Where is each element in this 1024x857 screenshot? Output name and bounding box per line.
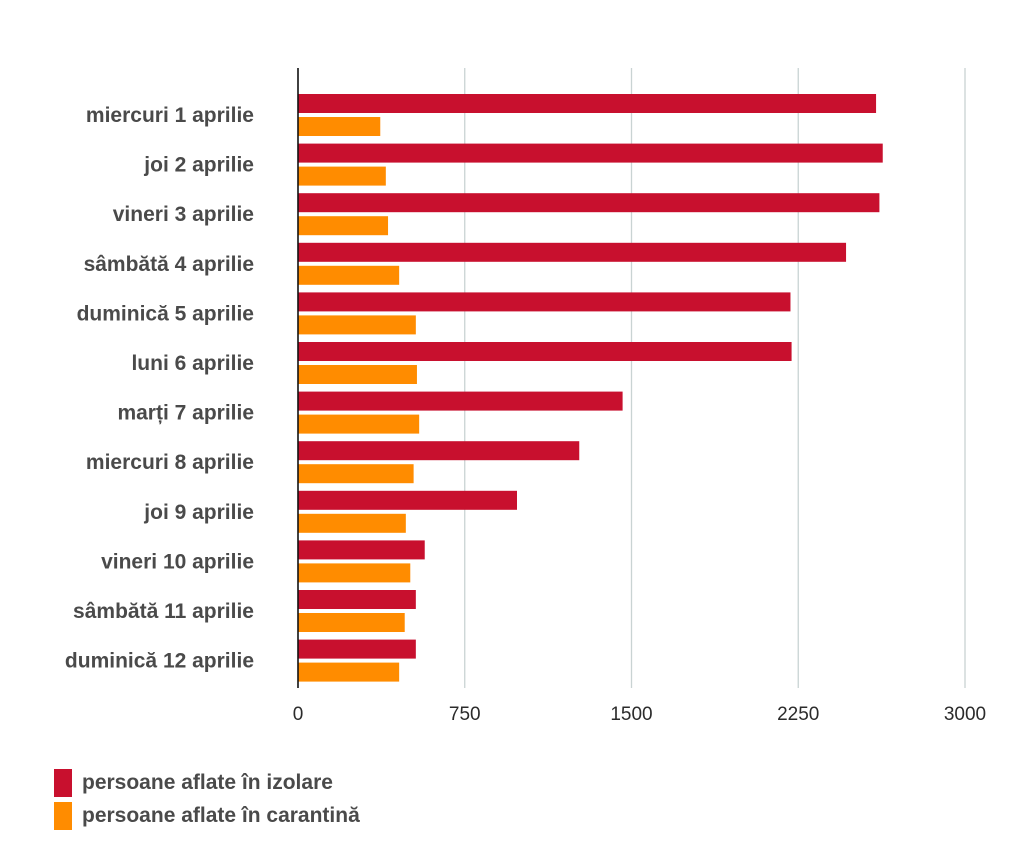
x-tick-label: 3000 xyxy=(944,704,986,725)
bar-chart: miercuri 1 aprilie joi 2 aprilie vineri 3 … xyxy=(65,68,986,725)
bar-carantina xyxy=(298,513,406,533)
category-label: miercuri 1 aprilie xyxy=(86,104,254,127)
x-tick-label: 1500 xyxy=(610,704,652,725)
bar-izolare xyxy=(298,292,791,312)
bar-izolare xyxy=(298,143,883,163)
x-tick-label: 2250 xyxy=(777,704,819,725)
bar-izolare xyxy=(298,94,877,113)
category-label: miercuri 8 aprilie xyxy=(86,451,254,474)
bar-carantina xyxy=(298,662,400,682)
category-label: duminică 12 aprilie xyxy=(65,650,254,673)
x-tick-labels: 0 750 1500 2250 3000 xyxy=(293,704,986,725)
legend-swatch-izolare xyxy=(54,769,72,797)
x-tick-label: 0 xyxy=(293,704,304,725)
legend-label-carantina: persoane aflate în carantină xyxy=(82,804,360,827)
bar-izolare xyxy=(298,639,416,659)
x-tick-label: 750 xyxy=(449,704,481,725)
bar-izolare xyxy=(298,342,792,361)
bar-carantina xyxy=(298,365,417,384)
legend-label-izolare: persoane aflate în izolare xyxy=(82,771,333,794)
bar-carantina xyxy=(298,117,381,136)
category-label: vineri 3 aprilie xyxy=(113,203,254,226)
gridlines xyxy=(464,68,966,688)
bar-carantina xyxy=(298,563,411,583)
bar-carantina xyxy=(298,166,386,186)
bar-carantina xyxy=(298,265,400,285)
category-label: duminică 5 aprilie xyxy=(77,302,254,325)
bar-carantina xyxy=(298,216,389,236)
category-label: sâmbătă 4 aprilie xyxy=(84,253,254,276)
bar-izolare xyxy=(298,540,425,560)
category-label: sâmbătă 11 aprilie xyxy=(73,600,254,623)
bar-izolare xyxy=(298,193,880,213)
bar-izolare xyxy=(298,242,847,262)
legend-swatch-carantina xyxy=(54,802,72,830)
category-labels: miercuri 1 aprilie joi 2 aprilie vineri 3 … xyxy=(65,104,254,673)
bars xyxy=(298,94,883,682)
legend-item-izolare: persoane aflate în izolare xyxy=(54,768,360,798)
category-label: vineri 10 aprilie xyxy=(101,550,254,573)
category-label: marți 7 aprilie xyxy=(117,402,254,425)
bar-izolare xyxy=(298,590,416,609)
bar-carantina xyxy=(298,464,414,484)
bar-carantina xyxy=(298,315,416,335)
bar-carantina xyxy=(298,414,420,434)
bar-izolare xyxy=(298,391,623,411)
category-label: joi 2 aprilie xyxy=(143,154,254,177)
category-label: joi 9 aprilie xyxy=(143,501,254,524)
bar-izolare xyxy=(298,490,517,510)
bar-carantina xyxy=(298,613,405,632)
bar-izolare xyxy=(298,441,580,461)
legend-item-carantina: persoane aflate în carantină xyxy=(54,801,360,831)
legend: persoane aflate în izolare persoane afla… xyxy=(54,768,360,834)
category-label: luni 6 aprilie xyxy=(131,352,254,375)
